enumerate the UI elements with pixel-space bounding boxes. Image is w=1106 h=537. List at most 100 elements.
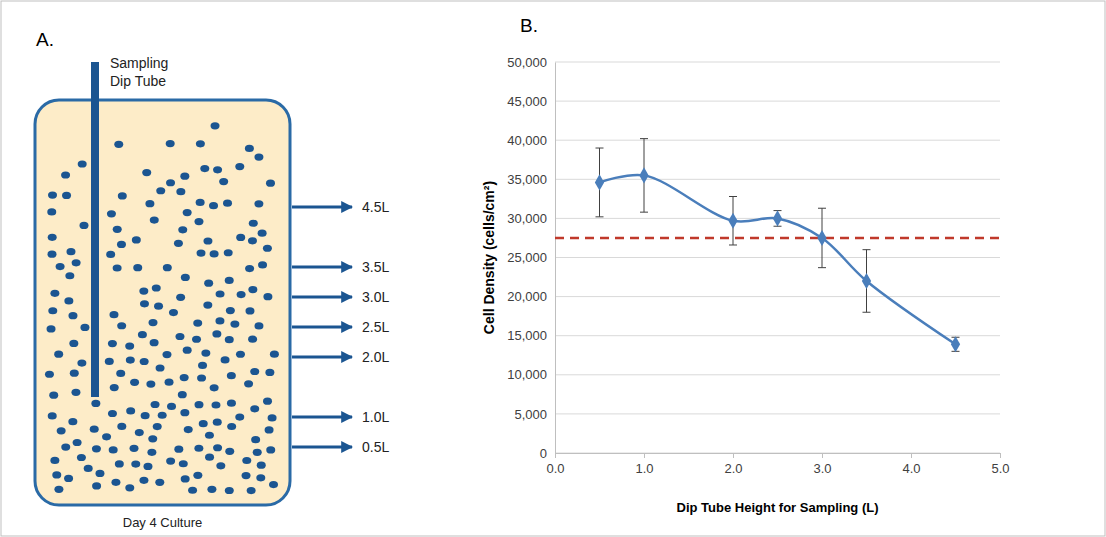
cell bbox=[198, 362, 207, 369]
panel-a: A.SamplingDip Tube4.5L3.5L3.0L2.5L2.0L1.… bbox=[35, 29, 389, 530]
data-point bbox=[817, 230, 826, 246]
cell bbox=[133, 264, 142, 271]
level-arrow bbox=[292, 326, 352, 329]
panel-b: B.05,00010,00015,00020,00025,00030,00035… bbox=[481, 15, 1010, 515]
level-arrow bbox=[292, 356, 352, 359]
cell bbox=[258, 261, 267, 268]
cell bbox=[48, 192, 57, 199]
cell bbox=[47, 325, 56, 332]
cell bbox=[66, 248, 75, 255]
cell bbox=[207, 486, 216, 493]
cell bbox=[56, 263, 65, 270]
cell bbox=[256, 474, 265, 481]
cell bbox=[266, 446, 275, 453]
cell bbox=[237, 291, 246, 298]
cell bbox=[113, 226, 122, 233]
figure-frame bbox=[1, 1, 1105, 536]
cell bbox=[225, 277, 234, 284]
cell bbox=[73, 439, 82, 446]
level-label: 2.5L bbox=[362, 319, 389, 335]
cell bbox=[162, 351, 171, 358]
cell bbox=[165, 379, 174, 386]
cell bbox=[107, 210, 116, 217]
cell bbox=[78, 160, 87, 167]
cell bbox=[181, 274, 190, 281]
cell bbox=[213, 419, 222, 426]
tube-label: Sampling bbox=[110, 55, 168, 71]
cell bbox=[77, 359, 86, 366]
cell bbox=[176, 294, 185, 301]
cell bbox=[242, 472, 251, 479]
grid-line bbox=[555, 374, 1000, 375]
cell bbox=[197, 249, 206, 256]
cell bbox=[263, 398, 272, 405]
cell bbox=[250, 405, 259, 412]
cell bbox=[248, 336, 257, 343]
cell bbox=[150, 216, 159, 223]
cell bbox=[114, 141, 123, 148]
cell bbox=[166, 140, 175, 147]
cell bbox=[178, 226, 187, 233]
y-tick-label: 30,000 bbox=[507, 211, 547, 226]
cell bbox=[92, 482, 101, 489]
y-tick-label: 20,000 bbox=[507, 289, 547, 304]
level-arrow bbox=[292, 206, 352, 209]
cell bbox=[236, 234, 245, 241]
x-tick: 2.0 bbox=[724, 453, 742, 476]
cell bbox=[248, 286, 257, 293]
cell bbox=[224, 249, 233, 256]
y-tick: 50,000 bbox=[507, 55, 555, 70]
cell bbox=[225, 336, 234, 343]
cell bbox=[269, 481, 278, 488]
cell bbox=[54, 351, 63, 358]
cell bbox=[105, 358, 114, 365]
cell bbox=[116, 370, 125, 377]
cell bbox=[145, 200, 154, 207]
data-point bbox=[951, 336, 960, 352]
cell bbox=[250, 368, 259, 375]
y-axis-line bbox=[555, 63, 556, 454]
cell bbox=[138, 331, 147, 338]
y-tick: 25,000 bbox=[507, 250, 555, 265]
y-tick: 5,000 bbox=[514, 407, 555, 422]
y-tick: 40,000 bbox=[507, 133, 555, 148]
x-tick-mark bbox=[1000, 453, 1001, 458]
cell bbox=[215, 317, 224, 324]
cell bbox=[221, 356, 230, 363]
cell bbox=[268, 414, 277, 421]
cell bbox=[132, 236, 141, 243]
cell bbox=[199, 420, 208, 427]
cell bbox=[125, 342, 134, 349]
x-tick-mark bbox=[644, 453, 645, 458]
cell bbox=[108, 410, 117, 417]
cell bbox=[117, 241, 126, 248]
grid-line bbox=[555, 335, 1000, 336]
cell bbox=[150, 339, 159, 346]
cell bbox=[143, 463, 152, 470]
x-tick-mark bbox=[733, 453, 734, 458]
cell bbox=[167, 403, 176, 410]
cell bbox=[92, 445, 101, 452]
cell bbox=[227, 372, 236, 379]
cell bbox=[109, 311, 118, 318]
cell bbox=[139, 287, 148, 294]
cell bbox=[225, 487, 234, 494]
data-point bbox=[862, 273, 871, 289]
cell bbox=[209, 202, 218, 209]
cell bbox=[180, 374, 189, 381]
level-label: 4.5L bbox=[362, 199, 389, 215]
data-point bbox=[773, 210, 782, 226]
cell bbox=[235, 163, 244, 170]
cell bbox=[61, 443, 70, 450]
level-label: 2.0L bbox=[362, 349, 389, 365]
cell bbox=[253, 449, 262, 456]
cell bbox=[174, 446, 183, 453]
cell bbox=[174, 240, 183, 247]
cell bbox=[203, 301, 212, 308]
cell bbox=[147, 449, 156, 456]
cell bbox=[236, 351, 245, 358]
x-axis: 0.01.02.03.04.05.0 bbox=[546, 453, 1009, 476]
cell bbox=[210, 384, 219, 391]
cell bbox=[48, 307, 57, 314]
y-tick: 0 bbox=[540, 446, 555, 461]
